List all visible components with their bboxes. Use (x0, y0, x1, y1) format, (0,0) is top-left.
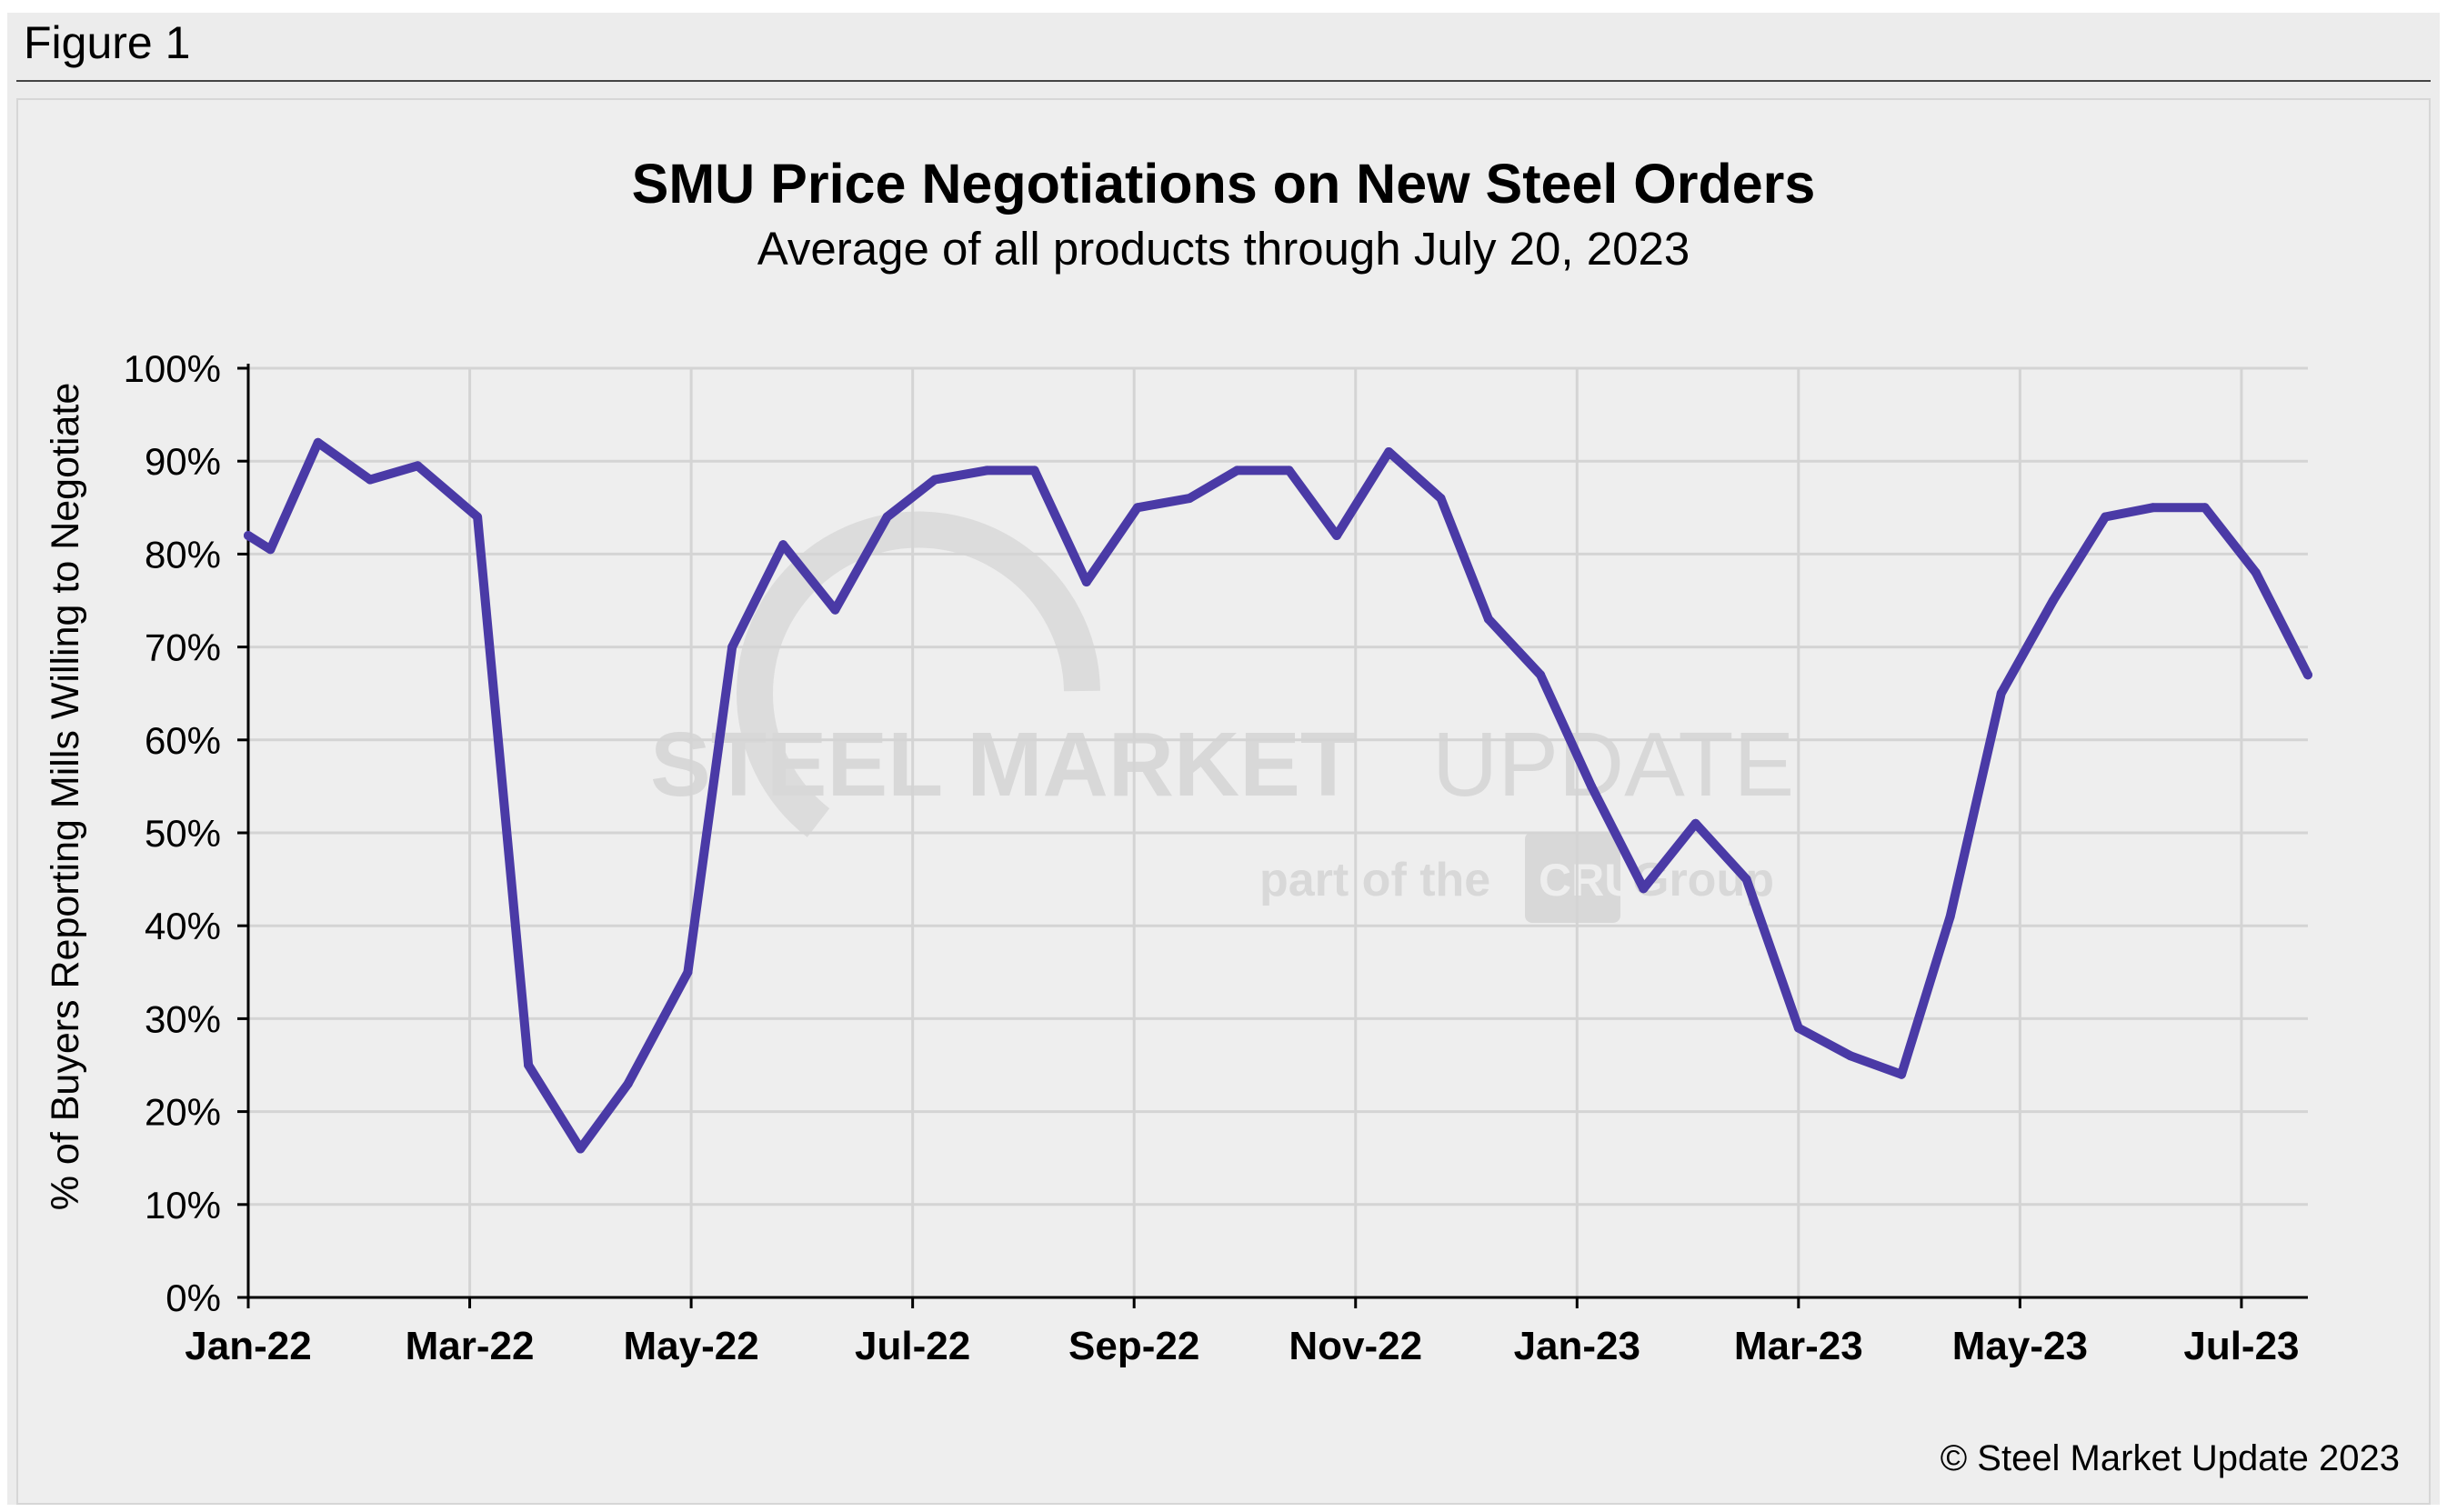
data-point (244, 530, 253, 540)
data-point (1332, 530, 1342, 540)
x-tick-label: Nov-22 (1289, 1324, 1422, 1368)
data-point (266, 545, 276, 555)
y-tick-label: 100% (124, 347, 221, 390)
data-point (1132, 503, 1142, 513)
data-point (1483, 614, 1493, 624)
data-point (1436, 494, 1446, 504)
y-tick-label: 90% (145, 440, 221, 483)
y-tick-label: 70% (145, 626, 221, 669)
data-point (1690, 818, 1700, 828)
figure-rule (16, 80, 2431, 82)
copyright: © Steel Market Update 2023 (1940, 1438, 2400, 1478)
data-point (2048, 596, 2058, 606)
data-point (1185, 494, 1195, 504)
data-point (1232, 466, 1242, 476)
watermark-brand-light: UPDATE (1432, 714, 1794, 816)
data-point (727, 642, 737, 652)
y-tick-label: 10% (145, 1184, 221, 1227)
data-point (830, 605, 840, 615)
x-tick-label: Mar-23 (1734, 1324, 1863, 1368)
y-tick-labels: 0% 10% 20% 30% 40% 50% 60% 70% 80% 90% 100% (124, 347, 221, 1319)
data-point (1284, 466, 1294, 476)
data-point (683, 967, 693, 977)
series (244, 437, 2312, 1154)
data-point (365, 475, 375, 485)
data-point (982, 466, 992, 476)
chart-title: SMU Price Negotiations on New Steel Orde… (631, 153, 1816, 215)
series-line (244, 437, 2312, 1154)
x-tick-label: May-23 (1952, 1324, 2088, 1368)
data-point (1846, 1051, 1856, 1061)
data-point (778, 540, 788, 550)
x-tick-label: May-22 (624, 1324, 759, 1368)
y-tick-label: 40% (145, 905, 221, 947)
y-tick-label: 20% (145, 1091, 221, 1134)
data-point (2251, 567, 2261, 577)
data-point (413, 461, 423, 471)
data-point (1081, 577, 1091, 587)
data-point (313, 437, 323, 447)
watermark-cru-logo-icon (1525, 832, 1620, 923)
data-point (623, 1078, 633, 1088)
data-point (1793, 1023, 1803, 1033)
y-axis-label: % of Buyers Reporting Mills Willing to N… (44, 383, 87, 1211)
grid (248, 366, 2308, 1297)
data-point (1384, 446, 1394, 456)
chart-subtitle: Average of all products through July 20,… (757, 223, 1690, 275)
x-tick-label: Sep-22 (1068, 1324, 1199, 1368)
data-point (2200, 503, 2210, 513)
data-point (1536, 670, 1546, 680)
axes (237, 364, 2308, 1308)
x-tick-label: Jul-22 (855, 1324, 970, 1368)
x-tick-label: Mar-22 (406, 1324, 535, 1368)
data-point (2101, 512, 2111, 522)
watermark-cru: CRU (1539, 855, 1637, 906)
y-tick-label: 50% (145, 812, 221, 855)
data-point (930, 475, 939, 485)
data-point (1996, 688, 2006, 698)
data-point (524, 1060, 534, 1070)
chart-panel (16, 98, 2431, 1505)
data-point (1587, 781, 1597, 791)
data-point (1897, 1069, 1907, 1079)
data-point (2303, 670, 2312, 680)
x-tick-label: Jan-22 (185, 1324, 311, 1368)
data-point (576, 1144, 586, 1154)
data-point (2148, 503, 2158, 513)
x-tick-label: Jul-23 (2183, 1324, 2299, 1368)
data-point (1639, 884, 1649, 894)
x-tick-label: Jan-23 (1514, 1324, 1640, 1368)
data-point (473, 512, 483, 522)
y-tick-label: 80% (145, 533, 221, 576)
data-point (1741, 875, 1751, 885)
watermark-brand-bold: STEEL MARKET (650, 714, 1356, 816)
data-point (1029, 466, 1039, 476)
data-point (1945, 911, 1955, 921)
y-tick-label: 0% (165, 1277, 221, 1319)
data-point (882, 512, 892, 522)
figure-label: Figure 1 (24, 17, 191, 68)
watermark-part-of: part of the (1259, 854, 1490, 906)
y-tick-label: 30% (145, 997, 221, 1040)
x-tick-labels: Jan-22 Mar-22 May-22 Jul-22 Sep-22 Nov-22 Jan-… (185, 1324, 2299, 1368)
y-tick-label: 60% (145, 719, 221, 762)
